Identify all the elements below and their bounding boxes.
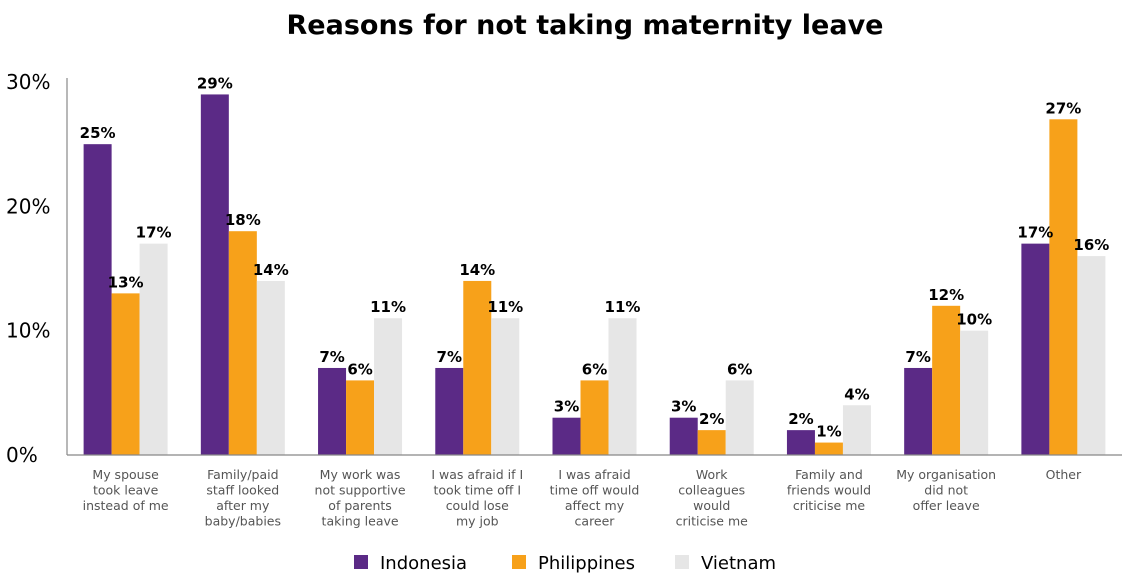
data-label: 11%	[487, 298, 523, 316]
data-label: 25%	[80, 124, 116, 142]
bar-indonesia	[200, 94, 229, 455]
x-axis: My spouse took leave instead of me Family/p…	[67, 454, 1122, 529]
data-label: 27%	[1045, 99, 1081, 117]
data-label: 6%	[347, 360, 372, 378]
data-label: 11%	[370, 298, 406, 316]
bar-philippines	[1049, 119, 1078, 456]
data-label: 7%	[905, 348, 930, 366]
data-label: 12%	[928, 286, 964, 304]
y-tick-label: 20%	[6, 194, 50, 218]
data-label: 1%	[816, 423, 841, 441]
x-tick-label: Family and friends would criticise me	[787, 467, 871, 513]
legend-swatch	[512, 555, 526, 569]
bar-indonesia	[435, 367, 464, 455]
bar-philippines	[111, 293, 140, 455]
data-label: 7%	[437, 348, 462, 366]
bar-philippines	[814, 442, 843, 455]
bar-philippines	[346, 380, 375, 455]
bar-indonesia	[786, 430, 815, 455]
data-label: 6%	[727, 360, 752, 378]
data-label: 17%	[136, 224, 172, 242]
data-label: 4%	[844, 385, 869, 403]
data-label: 29%	[197, 74, 233, 92]
bars	[83, 94, 1106, 456]
data-label: 3%	[671, 398, 696, 416]
data-label: 6%	[582, 360, 607, 378]
y-tick-label: 10%	[6, 319, 50, 343]
data-label: 2%	[788, 410, 813, 428]
data-label: 10%	[956, 311, 992, 329]
x-tick-label: Work colleagues would criticise me	[676, 467, 749, 529]
data-label: 18%	[225, 211, 261, 229]
bar-vietnam	[491, 318, 520, 455]
bar-philippines	[932, 305, 961, 455]
bar-vietnam	[960, 330, 989, 455]
data-label: 11%	[605, 298, 641, 316]
x-tick-label: My organisation did not offer leave	[896, 467, 996, 513]
bar-vietnam	[139, 243, 168, 455]
bar-vietnam	[608, 318, 637, 455]
bar-philippines	[580, 380, 609, 455]
x-tick-label: I was afraid time off would affect my caree…	[550, 467, 640, 529]
data-label: 17%	[1017, 224, 1053, 242]
data-label: 2%	[699, 410, 724, 428]
y-axis: 0% 10% 20% 30%	[6, 70, 68, 467]
bar-indonesia	[669, 417, 698, 455]
bar-indonesia	[1021, 243, 1050, 455]
legend-item-indonesia: Indonesia	[354, 553, 467, 574]
bar-indonesia	[318, 367, 347, 455]
legend-swatch	[675, 555, 689, 569]
y-tick-label: 30%	[6, 70, 50, 94]
bar-philippines	[463, 280, 492, 455]
chart-title: Reasons for not taking maternity leave	[287, 10, 884, 41]
bar-vietnam	[256, 280, 285, 455]
data-labels: 25%13%17%29%18%14%7%6%11%7%14%11%3%6%11%…	[80, 74, 1110, 440]
data-label: 3%	[554, 398, 579, 416]
x-tick-label: Family/paid staff looked after my baby/babi…	[205, 467, 281, 529]
data-label: 13%	[108, 273, 144, 291]
bar-philippines	[697, 430, 726, 455]
data-label: 14%	[459, 261, 495, 279]
legend-item-philippines: Philippines	[512, 553, 635, 574]
bar-vietnam	[725, 380, 754, 455]
legend-label: Philippines	[538, 553, 635, 574]
legend: Indonesia Philippines Vietnam	[354, 553, 776, 574]
bar-vietnam	[1077, 256, 1106, 455]
x-tick-label: My work was not supportive of parents takin…	[315, 467, 406, 529]
bar-philippines	[228, 231, 257, 455]
legend-label: Vietnam	[701, 553, 776, 574]
legend-label: Indonesia	[380, 553, 467, 574]
data-label: 7%	[319, 348, 344, 366]
bar-indonesia	[904, 367, 933, 455]
bar-indonesia	[552, 417, 581, 455]
legend-swatch	[354, 555, 368, 569]
legend-item-vietnam: Vietnam	[675, 553, 776, 574]
data-label: 16%	[1073, 236, 1109, 254]
bar-vietnam	[842, 405, 871, 455]
x-tick-label: Other	[1046, 467, 1082, 482]
x-tick-label: My spouse took leave instead of me	[83, 467, 169, 513]
data-label: 14%	[253, 261, 289, 279]
bar-vietnam	[374, 318, 403, 455]
bar-indonesia	[83, 144, 112, 455]
y-tick-label: 0%	[6, 443, 38, 467]
